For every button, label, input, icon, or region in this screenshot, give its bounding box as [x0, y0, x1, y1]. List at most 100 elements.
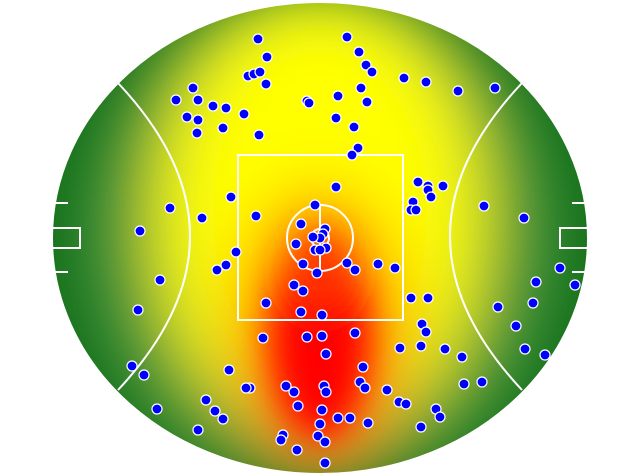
point — [420, 326, 432, 338]
point — [360, 59, 372, 71]
point — [132, 304, 144, 316]
point — [288, 279, 300, 291]
point — [291, 444, 303, 456]
point — [295, 306, 307, 318]
point — [394, 342, 406, 354]
point — [415, 421, 427, 433]
point — [200, 394, 212, 406]
point — [530, 276, 542, 288]
point — [261, 51, 273, 63]
point — [554, 262, 566, 274]
point — [492, 301, 504, 313]
point — [191, 127, 203, 139]
point — [539, 349, 551, 361]
point — [260, 78, 272, 90]
point — [434, 411, 446, 423]
point — [355, 82, 367, 94]
point — [400, 398, 412, 410]
point — [297, 258, 309, 270]
point — [357, 361, 369, 373]
point — [253, 129, 265, 141]
point — [230, 246, 242, 258]
point — [410, 204, 422, 216]
point — [126, 360, 138, 372]
point — [316, 309, 328, 321]
point — [252, 33, 264, 45]
point — [452, 85, 464, 97]
point — [220, 102, 232, 114]
point — [330, 181, 342, 193]
point — [303, 97, 315, 109]
point — [425, 191, 437, 203]
point — [225, 191, 237, 203]
point — [192, 424, 204, 436]
point — [420, 76, 432, 88]
point — [415, 340, 427, 352]
point — [330, 112, 342, 124]
point — [207, 100, 219, 112]
point — [332, 412, 344, 424]
point — [478, 200, 490, 212]
point — [341, 31, 353, 43]
point — [290, 238, 302, 250]
point — [217, 413, 229, 425]
point — [250, 210, 262, 222]
point — [134, 225, 146, 237]
point — [476, 376, 488, 388]
point — [292, 400, 304, 412]
point — [510, 320, 522, 332]
point — [332, 90, 344, 102]
point — [319, 436, 331, 448]
point — [372, 258, 384, 270]
point — [527, 297, 539, 309]
point — [422, 292, 434, 304]
point — [319, 457, 331, 469]
point — [366, 66, 378, 78]
point — [192, 94, 204, 106]
point — [458, 378, 470, 390]
point — [307, 231, 319, 243]
point — [154, 274, 166, 286]
point — [353, 46, 365, 58]
point — [151, 403, 163, 415]
point — [240, 382, 252, 394]
point — [316, 404, 328, 416]
point — [314, 244, 326, 256]
point — [361, 96, 373, 108]
point — [405, 292, 417, 304]
point — [569, 279, 581, 291]
point — [518, 212, 530, 224]
point — [439, 343, 451, 355]
point — [346, 149, 358, 161]
point — [489, 82, 501, 94]
point — [181, 111, 193, 123]
point — [362, 417, 374, 429]
point — [341, 257, 353, 269]
point — [164, 202, 176, 214]
point — [320, 348, 332, 360]
point — [217, 122, 229, 134]
point — [275, 434, 287, 446]
point — [456, 351, 468, 363]
point — [209, 405, 221, 417]
point — [295, 218, 307, 230]
point — [320, 386, 332, 398]
point — [260, 297, 272, 309]
point — [312, 430, 324, 442]
point — [437, 180, 449, 192]
point — [254, 66, 266, 78]
point — [309, 199, 321, 211]
point — [349, 327, 361, 339]
point — [196, 212, 208, 224]
point — [359, 382, 371, 394]
point — [220, 259, 232, 271]
point — [398, 72, 410, 84]
point — [381, 384, 393, 396]
point — [352, 142, 364, 154]
point — [344, 412, 356, 424]
point — [412, 176, 424, 188]
point — [138, 369, 150, 381]
point — [170, 94, 182, 106]
